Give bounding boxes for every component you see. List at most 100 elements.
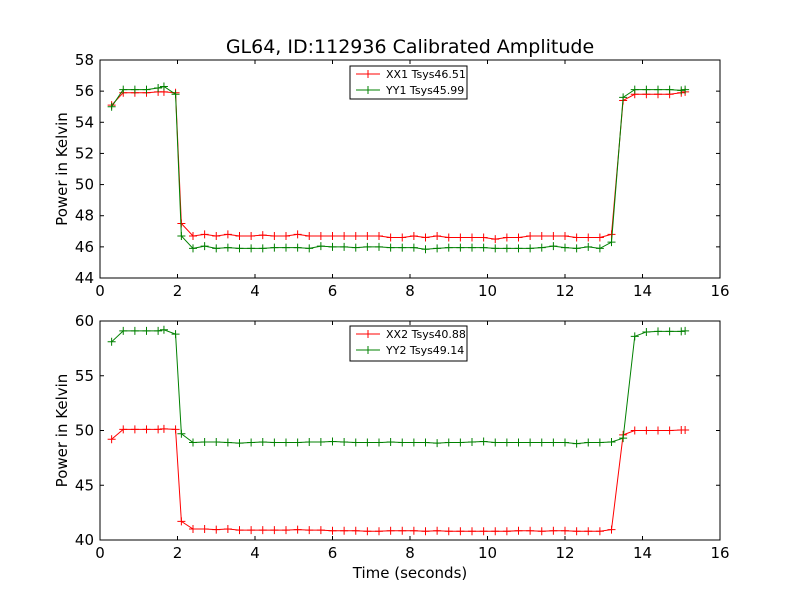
x-tick-label: 4 — [250, 544, 260, 562]
data-point — [654, 327, 662, 336]
x-tick-label: 8 — [405, 544, 415, 562]
data-point — [107, 435, 116, 444]
data-point — [119, 326, 128, 335]
data-point — [212, 437, 221, 446]
data-point — [375, 527, 383, 536]
data-point — [258, 526, 267, 535]
data-point — [363, 242, 372, 251]
data-point — [514, 526, 523, 535]
data-point — [159, 325, 168, 334]
data-point — [514, 244, 523, 253]
x-tick-label: 6 — [328, 544, 338, 562]
data-point — [677, 86, 686, 95]
series-line-0 — [111, 428, 686, 532]
x-tick-label: 10 — [478, 282, 497, 300]
data-point — [491, 527, 500, 536]
data-point — [456, 233, 465, 242]
data-point — [456, 527, 465, 536]
data-point — [595, 527, 604, 536]
data-point — [409, 526, 418, 535]
y-tick-label: 54 — [75, 113, 94, 131]
data-point — [235, 231, 244, 240]
data-point — [247, 526, 256, 535]
data-point — [479, 437, 488, 446]
data-point — [247, 244, 256, 253]
data-point — [223, 230, 232, 239]
x-tick-label: 16 — [710, 544, 729, 562]
data-point — [421, 245, 430, 254]
data-point — [293, 243, 302, 252]
data-point — [619, 434, 628, 443]
legend-marker — [364, 346, 372, 354]
data-point — [502, 527, 511, 536]
data-point — [421, 233, 430, 242]
data-point — [479, 243, 488, 252]
data-point — [537, 527, 546, 536]
data-point — [572, 527, 581, 536]
data-point — [386, 526, 395, 535]
data-point — [595, 233, 604, 242]
data-point — [595, 438, 604, 447]
data-point — [444, 243, 453, 252]
x-tick-label: 14 — [633, 544, 652, 562]
data-point — [468, 243, 476, 252]
data-point — [235, 439, 244, 448]
data-point — [654, 426, 662, 435]
data-point — [468, 233, 476, 242]
data-point — [630, 85, 639, 94]
data-point — [212, 244, 221, 253]
data-point — [681, 425, 690, 434]
data-point — [154, 326, 163, 335]
data-point — [409, 438, 418, 447]
data-point — [130, 425, 139, 434]
data-point — [130, 326, 139, 335]
x-tick-label: 0 — [95, 282, 105, 300]
data-point — [282, 526, 290, 535]
data-point — [677, 327, 686, 336]
data-point — [171, 330, 180, 339]
data-point — [665, 426, 674, 435]
data-point — [409, 243, 418, 252]
data-point — [340, 526, 349, 535]
data-point — [468, 437, 476, 446]
y-tick-label: 45 — [75, 476, 94, 494]
figure-title: GL64, ID:112936 Calibrated Amplitude — [226, 36, 594, 58]
y-tick-label: 58 — [75, 51, 94, 69]
data-point — [502, 244, 511, 253]
data-point — [107, 102, 116, 111]
data-point — [572, 233, 581, 242]
data-point — [154, 425, 163, 434]
data-point — [316, 231, 325, 240]
data-point — [502, 438, 511, 447]
data-point — [595, 244, 604, 253]
legend-box — [349, 65, 468, 100]
data-point — [223, 243, 232, 252]
data-point — [642, 85, 651, 94]
data-point — [421, 527, 430, 536]
x-tick-label: 12 — [555, 282, 574, 300]
data-point — [681, 326, 690, 335]
x-tick-label: 16 — [710, 282, 729, 300]
data-point — [258, 231, 267, 240]
data-point — [189, 438, 197, 447]
data-point — [433, 439, 442, 448]
data-point — [444, 233, 453, 242]
data-point — [316, 242, 325, 251]
data-point — [665, 85, 674, 94]
legend-label: XX2 Tsys40.88 — [386, 328, 466, 341]
data-point — [537, 243, 546, 252]
data-point — [107, 337, 116, 346]
data-point — [398, 243, 407, 252]
y-tick-label: 46 — [75, 238, 94, 256]
data-point — [305, 526, 314, 535]
data-point — [200, 230, 209, 239]
data-point — [171, 90, 180, 99]
data-point — [293, 438, 302, 447]
data-point — [316, 437, 325, 446]
data-point — [200, 242, 209, 251]
data-point — [561, 438, 569, 447]
data-point — [398, 233, 407, 242]
x-tick-label: 12 — [555, 544, 574, 562]
x-tick-label: 4 — [250, 282, 260, 300]
data-point — [502, 233, 511, 242]
